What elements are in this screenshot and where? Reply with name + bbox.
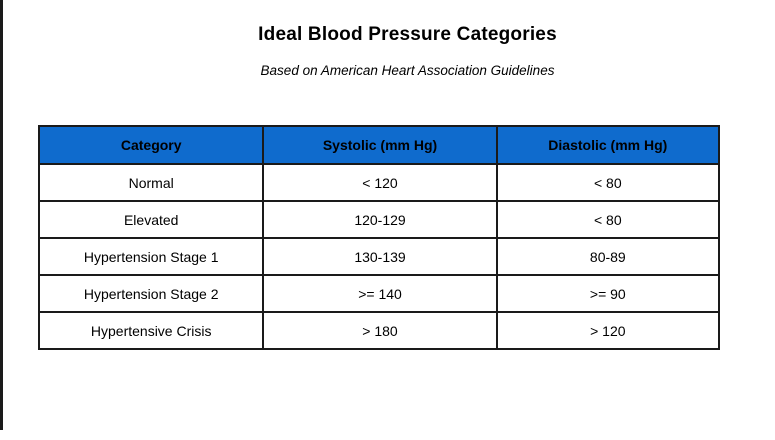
column-header-diastolic: Diastolic (mm Hg)	[495, 125, 721, 165]
heading-block: Ideal Blood Pressure Categories Based on…	[40, 0, 775, 78]
cell-diastolic: >= 90	[495, 274, 721, 313]
cell-systolic: 130-139	[262, 237, 498, 276]
table-row-hypertension-stage-1: Hypertension Stage 1 130-139 80-89	[37, 237, 721, 276]
table-row-normal: Normal < 120 < 80	[37, 163, 721, 202]
cell-category: Elevated	[37, 200, 265, 239]
cell-category: Hypertensive Crisis	[37, 311, 265, 350]
cell-systolic: 120-129	[262, 200, 498, 239]
header-row: Category Systolic (mm Hg) Diastolic (mm …	[37, 125, 721, 165]
cell-diastolic: < 80	[495, 200, 721, 239]
page-subtitle: Based on American Heart Association Guid…	[260, 63, 555, 78]
cell-systolic: < 120	[262, 163, 498, 202]
cell-diastolic: < 80	[495, 163, 721, 202]
table-row-elevated: Elevated 120-129 < 80	[37, 200, 721, 239]
table-header: Category Systolic (mm Hg) Diastolic (mm …	[37, 125, 721, 165]
page-left-edge-border	[0, 0, 3, 430]
cell-systolic: > 180	[262, 311, 498, 350]
cell-category: Hypertension Stage 1	[37, 237, 265, 276]
column-header-systolic: Systolic (mm Hg)	[262, 125, 498, 165]
table-row-hypertensive-crisis: Hypertensive Crisis > 180 > 120	[37, 311, 721, 350]
table-row-hypertension-stage-2: Hypertension Stage 2 >= 140 >= 90	[37, 274, 721, 313]
column-header-category: Category	[37, 125, 265, 165]
cell-diastolic: > 120	[495, 311, 721, 350]
cell-category: Hypertension Stage 2	[37, 274, 265, 313]
table-body: Normal < 120 < 80 Elevated 120-129 < 80 …	[37, 163, 721, 350]
blood-pressure-table: Category Systolic (mm Hg) Diastolic (mm …	[37, 125, 721, 350]
cell-diastolic: 80-89	[495, 237, 721, 276]
cell-systolic: >= 140	[262, 274, 498, 313]
cell-category: Normal	[37, 163, 265, 202]
page-title: Ideal Blood Pressure Categories	[258, 24, 557, 45]
